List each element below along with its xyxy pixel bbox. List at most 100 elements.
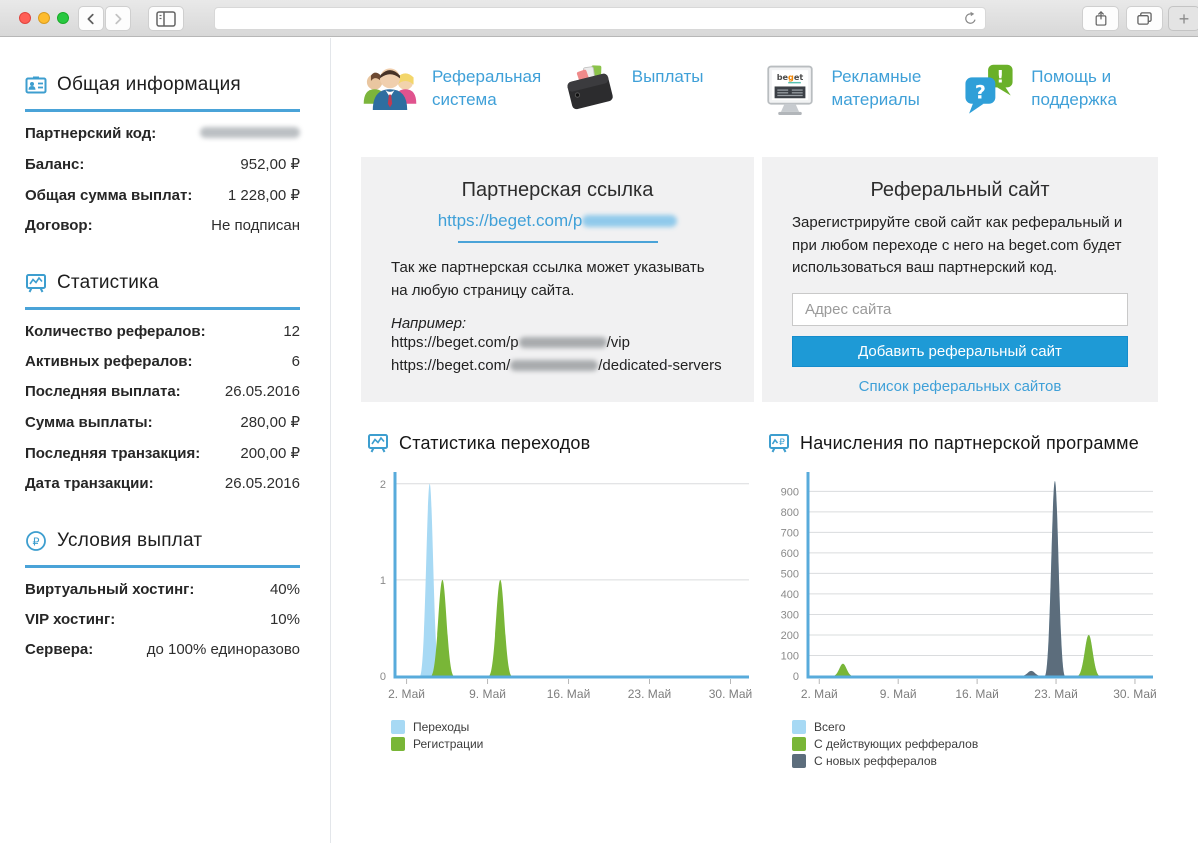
- legend-label: С действующих реффералов: [814, 737, 979, 751]
- charts-row: Статистика переходов 0 1 2 2. Май 9. Май 16. …: [361, 432, 1160, 771]
- legend-label: Всего: [814, 720, 846, 734]
- forward-button[interactable]: [105, 6, 131, 31]
- id-card-icon: [25, 76, 47, 94]
- partner-link-description: Так же партнерская ссылка может указыват…: [391, 259, 705, 299]
- help-bubbles-icon: ! ?: [965, 64, 1013, 114]
- chevron-right-icon: [115, 13, 122, 24]
- site-address-input[interactable]: [792, 292, 1128, 326]
- back-button[interactable]: [78, 6, 104, 31]
- svg-text:900: 900: [781, 486, 799, 498]
- chart-svg: 0 100 200 300 400 500 600 700 800 900 2. Май 9. Май…: [781, 472, 1157, 701]
- svg-text:2. Май: 2. Май: [388, 687, 425, 701]
- svg-text:9. Май: 9. Май: [880, 687, 917, 701]
- legend-item: Всего: [792, 720, 1158, 734]
- svg-text:30. Май: 30. Май: [1113, 687, 1157, 701]
- svg-text:16. Май: 16. Май: [547, 687, 591, 701]
- info-panels: Партнерская ссылка https://beget.com/p Т…: [361, 157, 1160, 402]
- beget-monitor-icon: beget: [766, 65, 813, 116]
- svg-text:?: ?: [975, 81, 986, 103]
- svg-text:500: 500: [781, 568, 799, 580]
- window-close-button[interactable]: [19, 12, 31, 24]
- plus-icon: +: [1178, 8, 1190, 29]
- svg-text:9. Май: 9. Май: [469, 687, 506, 701]
- legend-label: Регистрации: [413, 737, 484, 751]
- window-minimize-button[interactable]: [38, 12, 50, 24]
- example-url-1: https://beget.com/p/vip: [391, 334, 630, 351]
- contract-status-link[interactable]: Не подписан: [211, 217, 300, 234]
- share-button[interactable]: [1082, 6, 1119, 31]
- svg-text:₽: ₽: [779, 438, 785, 448]
- legend-item: Регистрации: [391, 737, 754, 751]
- referral-site-description: Зарегистрируйте свой сайт как реферальны…: [792, 214, 1123, 276]
- legend-label: С новых реффералов: [814, 754, 937, 768]
- show-tabs-button[interactable]: [1126, 6, 1163, 31]
- main-content: Реферальная система Выплаты: [332, 38, 1198, 843]
- row-servers: Сервера: до 100% единоразово: [25, 641, 300, 658]
- partner-link[interactable]: https://beget.com/p: [391, 211, 724, 231]
- nav-label: Выплаты: [631, 67, 704, 86]
- refresh-icon[interactable]: [963, 11, 978, 26]
- legend-swatch: [391, 737, 405, 751]
- tabs-icon: [1137, 12, 1152, 25]
- svg-text:23. Май: 23. Май: [628, 687, 672, 701]
- accruals-chart-block: ₽ Начисления по партнерской программе 0 1…: [762, 432, 1158, 771]
- nav-help-support[interactable]: ! ? Помощь и поддержка: [960, 62, 1160, 120]
- example-label: Например:: [391, 315, 467, 332]
- ruble-chart-icon: ₽: [769, 434, 789, 453]
- svg-text:700: 700: [781, 527, 799, 539]
- svg-text:2: 2: [380, 479, 386, 491]
- nav-payouts[interactable]: Выплаты: [561, 62, 761, 120]
- legend-item: С действующих реффералов: [792, 737, 1158, 751]
- people-group-icon: [363, 68, 417, 111]
- svg-text:2. Май: 2. Май: [801, 687, 838, 701]
- svg-text:16. Май: 16. Май: [955, 687, 999, 701]
- window-zoom-button[interactable]: [57, 12, 69, 24]
- svg-text:beget: beget: [776, 72, 803, 82]
- address-bar[interactable]: [214, 7, 986, 30]
- clicks-chart-block: Статистика переходов 0 1 2 2. Май 9. Май 16. …: [361, 432, 754, 771]
- legend-label: Переходы: [413, 720, 470, 734]
- stats-board-icon: [368, 434, 388, 453]
- svg-text:1: 1: [380, 575, 386, 587]
- legend-swatch: [391, 720, 405, 734]
- svg-text:100: 100: [781, 650, 799, 662]
- legend-swatch: [792, 720, 806, 734]
- chevron-left-icon: [87, 13, 94, 24]
- svg-text:200: 200: [781, 630, 799, 642]
- svg-text:600: 600: [781, 548, 799, 560]
- legend-item: Переходы: [391, 720, 754, 734]
- legend-swatch: [792, 737, 806, 751]
- nav-label: Помощь и поддержка: [1031, 67, 1117, 109]
- svg-text:30. Май: 30. Май: [709, 687, 753, 701]
- nav-promo-materials[interactable]: beget Рекламные материалы: [761, 62, 961, 120]
- masked-url-segment: [518, 337, 607, 348]
- row-last-payout: Последняя выплата: 26.05.2016: [25, 383, 300, 400]
- panel-title: Партнерская ссылка: [461, 179, 654, 201]
- svg-text:300: 300: [781, 609, 799, 621]
- masked-link-tail: [582, 215, 678, 227]
- svg-text:0: 0: [380, 671, 386, 683]
- svg-text:₽: ₽: [33, 535, 40, 548]
- section-general-info: Общая информация Партнерский код: Баланс…: [25, 74, 300, 234]
- clicks-chart-legend: Переходы Регистрации: [391, 720, 754, 751]
- referral-sites-list-link[interactable]: Список реферальных сайтов: [858, 377, 1062, 395]
- row-total-payouts: Общая сумма выплат: 1 228,00 ₽: [25, 187, 300, 204]
- row-balance: Баланс: 952,00 ₽: [25, 156, 300, 173]
- row-referral-count: Количество рефералов: 12: [25, 323, 300, 340]
- masked-url-segment: [510, 359, 599, 371]
- wallet-icon: [567, 65, 613, 110]
- legend-item: С новых реффералов: [792, 754, 1158, 768]
- section-title: Общая информация: [57, 74, 241, 95]
- nav-referral-system[interactable]: Реферальная система: [361, 62, 561, 120]
- chart-title: Начисления по партнерской программе: [800, 432, 1139, 453]
- row-transaction-date: Дата транзакции: 26.05.2016: [25, 475, 300, 492]
- section-title: Условия выплат: [57, 530, 203, 551]
- svg-text:0: 0: [793, 671, 799, 683]
- nav-label: Рекламные материалы: [831, 67, 922, 109]
- sidebar-toggle-button[interactable]: [148, 6, 184, 31]
- chart-svg: 0 1 2 2. Май 9. Май 16. Май 23. Май 30. Май: [380, 472, 753, 701]
- add-referral-site-button[interactable]: Добавить реферальный сайт: [792, 335, 1128, 367]
- new-tab-button[interactable]: +: [1168, 6, 1198, 31]
- stats-board-icon: [26, 274, 46, 293]
- section-payout-terms: ₽ Условия выплат Виртуальный хостинг: 40…: [25, 530, 300, 658]
